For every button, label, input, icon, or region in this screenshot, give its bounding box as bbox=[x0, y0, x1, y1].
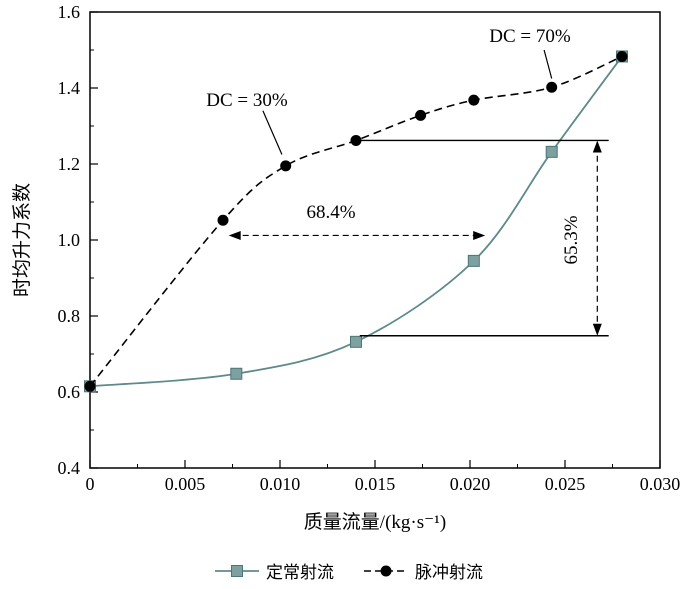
data-point-circle bbox=[280, 160, 292, 172]
annotation-dc30-label: DC = 30% bbox=[206, 90, 288, 111]
x-tick-label: 0.010 bbox=[260, 474, 301, 494]
legend-item-steady-jet: 定常射流 bbox=[215, 563, 334, 582]
data-point-circle bbox=[616, 50, 628, 62]
series-line-pulsed-jet bbox=[89, 55, 623, 387]
data-point-square bbox=[545, 145, 558, 158]
y-axis-title: 时均升力系数 bbox=[11, 183, 33, 297]
legend: 定常射流 脉冲射流 bbox=[215, 563, 483, 582]
data-point-square bbox=[467, 254, 480, 267]
annotation-leader-dc30 bbox=[262, 110, 283, 155]
y-tick-label: 0.8 bbox=[58, 306, 81, 326]
steady-jet-marker-sample bbox=[231, 565, 243, 577]
annotation-gain65-label: 65.3% bbox=[561, 215, 582, 264]
arrowhead bbox=[592, 323, 602, 336]
y-tick-label: 1.0 bbox=[58, 230, 81, 250]
legend-label-steady-jet: 定常射流 bbox=[266, 563, 334, 582]
y-tick-label: 0.6 bbox=[58, 382, 81, 402]
data-point-circle bbox=[415, 109, 427, 121]
x-tick-label: 0.005 bbox=[165, 474, 206, 494]
y-tick-label: 1.4 bbox=[58, 78, 81, 98]
y-tick-label: 1.2 bbox=[58, 154, 81, 174]
data-point-circle bbox=[546, 81, 558, 93]
x-tick-label: 0.025 bbox=[545, 474, 586, 494]
x-axis-title: 质量流量/(kg·s⁻¹) bbox=[304, 511, 446, 533]
annotation-gain68-label: 68.4% bbox=[306, 202, 355, 223]
data-point-circle bbox=[217, 214, 229, 226]
x-tick-label: 0 bbox=[86, 474, 95, 494]
arrowhead bbox=[592, 140, 602, 153]
y-tick-label: 0.4 bbox=[58, 458, 81, 478]
data-point-square bbox=[230, 367, 243, 380]
data-point-square bbox=[350, 335, 362, 348]
arrowhead bbox=[473, 230, 486, 240]
data-point-circle bbox=[468, 94, 480, 106]
legend-item-pulsed-jet: 脉冲射流 bbox=[364, 563, 483, 582]
data-point-circle bbox=[84, 380, 96, 392]
annotation-leader-dc70 bbox=[543, 49, 553, 79]
pulsed-jet-marker-sample bbox=[380, 565, 392, 577]
x-tick-label: 0.015 bbox=[355, 474, 396, 494]
legend-label-pulsed-jet: 脉冲射流 bbox=[415, 563, 483, 582]
x-tick-label: 0.020 bbox=[450, 474, 491, 494]
chart-plot-area: 0 0.005 0.010 0.015 0.020 0.025 0.030 0.4 0.6 0.8… bbox=[58, 2, 681, 494]
arrowhead bbox=[228, 230, 241, 240]
x-tick-label: 0.030 bbox=[640, 474, 681, 494]
annotation-dc70-label: DC = 70% bbox=[489, 26, 571, 47]
y-tick-label: 1.6 bbox=[58, 2, 81, 22]
